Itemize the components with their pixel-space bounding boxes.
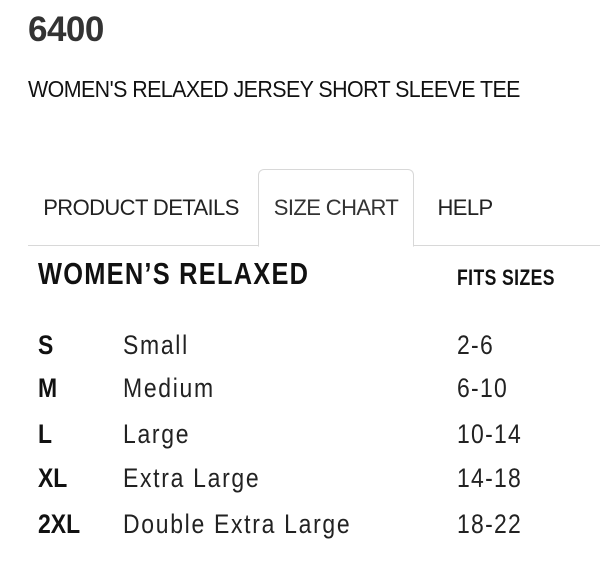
size-code: S <box>38 330 54 360</box>
size-code: L <box>38 419 53 449</box>
tab-size-chart[interactable]: SIZE CHART <box>258 169 414 247</box>
size-row: S Small 2-6 <box>0 330 600 370</box>
tab-help[interactable]: HELP <box>437 194 493 220</box>
size-chart-heading: WOMEN’S RELAXED <box>38 256 310 291</box>
size-name: Double Extra Large <box>123 509 352 539</box>
size-fits: 2-6 <box>457 330 495 360</box>
size-fits: 18-22 <box>457 509 523 539</box>
size-name: Extra Large <box>123 463 261 493</box>
size-fits: 10-14 <box>457 419 523 449</box>
size-fits: 6-10 <box>457 373 509 403</box>
fits-sizes-heading: FITS SIZES <box>457 265 555 290</box>
size-row: M Medium 6-10 <box>0 373 600 413</box>
size-row: 2XL Double Extra Large 18-22 <box>0 509 600 549</box>
product-title: WOMEN'S RELAXED JERSEY SHORT SLEEVE TEE <box>28 76 520 102</box>
size-code: M <box>38 373 58 403</box>
style-number: 6400 <box>28 10 104 49</box>
size-fits: 14-18 <box>457 463 523 493</box>
size-code: XL <box>38 463 68 493</box>
size-name: Large <box>123 419 191 449</box>
size-code: 2XL <box>38 509 81 539</box>
size-row: XL Extra Large 14-18 <box>0 463 600 503</box>
size-name: Medium <box>123 373 215 403</box>
size-row: L Large 10-14 <box>0 419 600 459</box>
tab-product-details[interactable]: PRODUCT DETAILS <box>43 194 239 220</box>
size-name: Small <box>123 330 189 360</box>
